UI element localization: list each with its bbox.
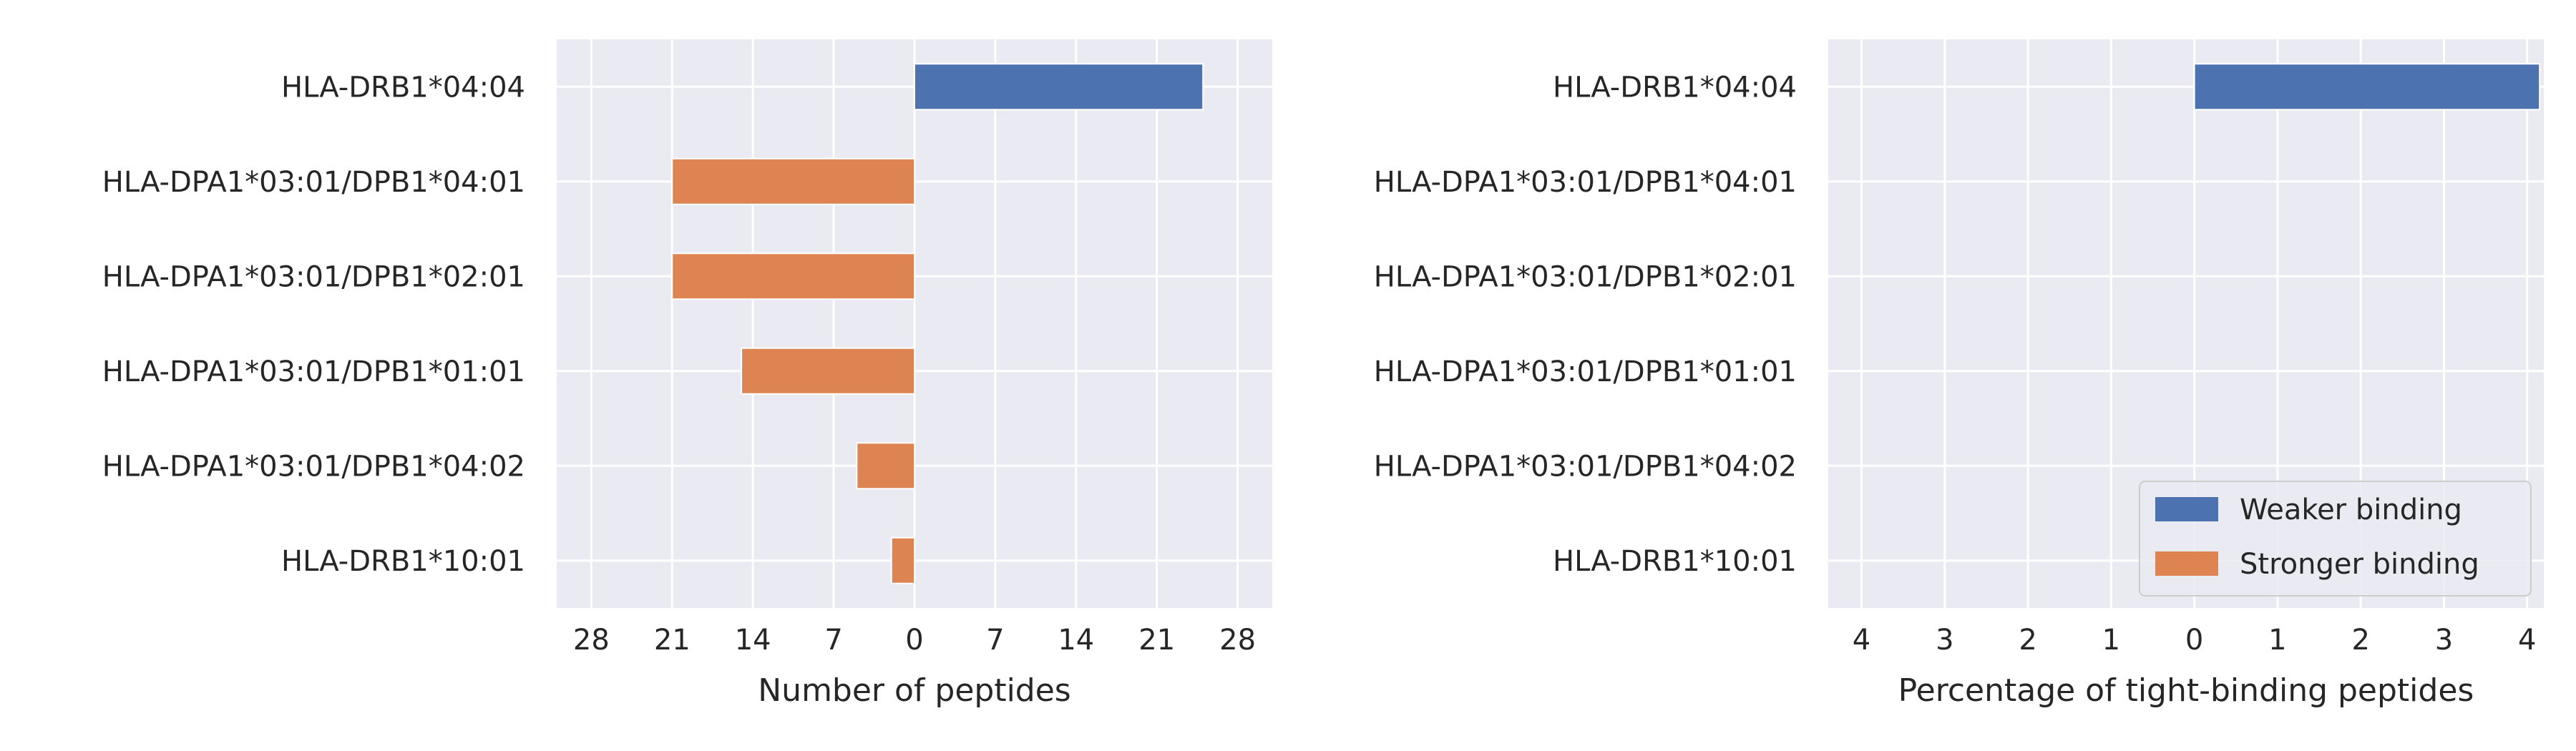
category-label: HLA-DPA1*03:01/DPB1*02:01 [1374, 260, 1797, 293]
category-label: HLA-DRB1*10:01 [1553, 545, 1797, 578]
legend-swatch-weaker [2155, 497, 2218, 521]
x-tick-label: 1 [2268, 624, 2286, 657]
x-tick-label: 7 [824, 624, 842, 657]
category-label: HLA-DPA1*03:01/DPB1*04:01 [102, 166, 525, 199]
x-tick-label: 3 [2435, 624, 2453, 657]
category-label: HLA-DPA1*03:01/DPB1*04:01 [1374, 166, 1797, 199]
x-tick-label: 4 [1853, 624, 1870, 657]
category-label: HLA-DRB1*04:04 [281, 71, 525, 104]
legend: Weaker binding Stronger binding [2139, 481, 2532, 597]
legend-swatch-stronger [2155, 551, 2218, 576]
x-tick-label: 0 [905, 624, 923, 657]
x-axis-label: Percentage of tight-binding peptides [1898, 672, 2474, 709]
x-tick-label: 7 [986, 624, 1004, 657]
x-axis-label: Number of peptides [758, 672, 1070, 709]
bar-stronger-5 [856, 442, 916, 490]
x-tick-label: 3 [1936, 624, 1953, 657]
x-tick-label: 2 [2019, 624, 2036, 657]
x-tick-label: 14 [1058, 624, 1094, 657]
x-tick-label: 28 [573, 624, 610, 657]
category-label: HLA-DRB1*10:01 [281, 545, 525, 578]
x-tick-label: 28 [1219, 624, 1256, 657]
legend-label-weaker: Weaker binding [2240, 494, 2462, 526]
category-label: HLA-DRB1*04:04 [1553, 71, 1797, 104]
category-label: HLA-DPA1*03:01/DPB1*01:01 [1374, 355, 1797, 388]
bar-stronger-3 [671, 252, 916, 300]
x-tick-label: 2 [2351, 624, 2369, 657]
panel-2: 4 3 2 1 0 1 2 3 4 HLA-DRB1*04:04 HLA-DPA1*03:01/DP… [1374, 39, 2544, 709]
bar-stronger-6 [890, 536, 916, 584]
bar-weaker-1 [2193, 63, 2541, 111]
x-tick-label: 0 [2185, 624, 2203, 657]
x-tick-label: 14 [735, 624, 771, 657]
panel-1: 28 21 14 7 0 7 14 21 28 HLA-DRB1*04:04 HLA-DPA1*03… [102, 39, 1272, 709]
category-label: HLA-DPA1*03:01/DPB1*02:01 [102, 260, 525, 293]
x-tick-label: 4 [2518, 624, 2536, 657]
bar-weaker-1 [914, 63, 1204, 111]
bar-stronger-4 [741, 347, 916, 395]
x-tick-label: 21 [1138, 624, 1175, 657]
x-tick-label: 21 [654, 624, 691, 657]
category-label: HLA-DPA1*03:01/DPB1*01:01 [102, 355, 525, 388]
category-label: HLA-DPA1*03:01/DPB1*04:02 [1374, 450, 1797, 483]
legend-box [2139, 481, 2532, 597]
x-tick-label: 1 [2102, 624, 2120, 657]
category-label: HLA-DPA1*03:01/DPB1*04:02 [102, 450, 525, 483]
legend-label-stronger: Stronger binding [2240, 548, 2479, 581]
bar-stronger-2 [671, 157, 916, 205]
